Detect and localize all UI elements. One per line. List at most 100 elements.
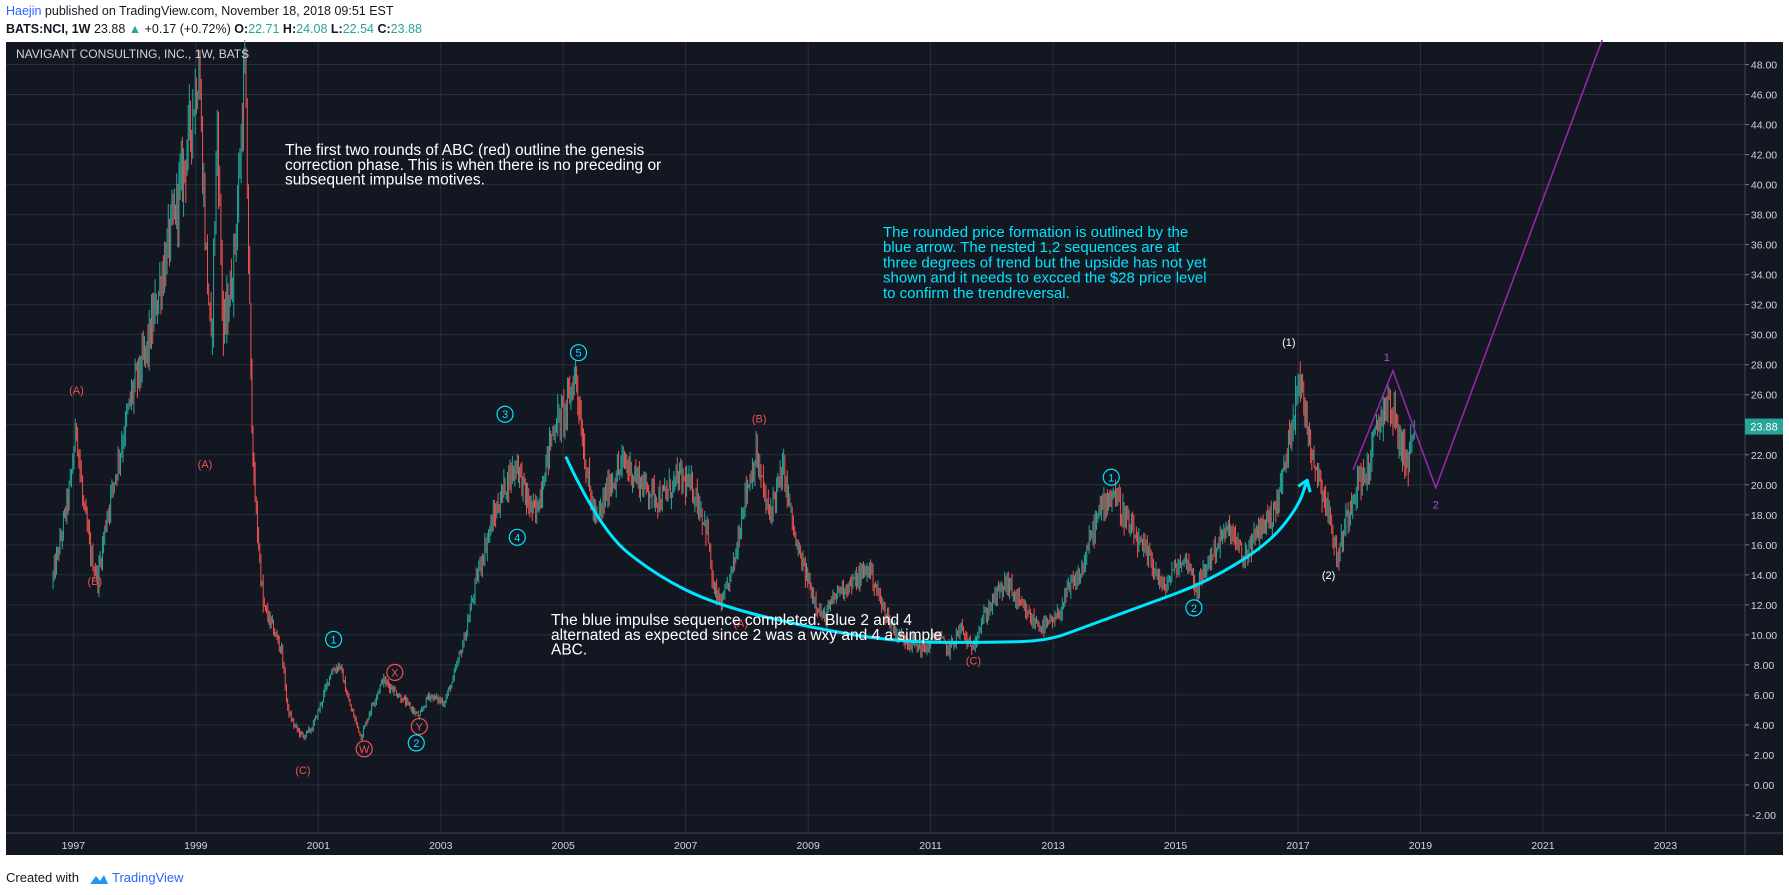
wave-label-circle bbox=[324, 630, 343, 648]
x-tick-label: 2021 bbox=[1531, 840, 1555, 852]
x-tick-label: 2017 bbox=[1286, 840, 1310, 852]
y-tick-label: 16.00 bbox=[1751, 540, 1777, 552]
wave-labels: (A) (B) (A) (C) 1 W X Y 2 3 4 5 (B) (A) (C) 1 2 (1) (2) 1 2 bbox=[69, 337, 1439, 777]
wave-label: W bbox=[355, 740, 373, 758]
plot-background bbox=[6, 42, 1745, 833]
wave-label: (A) bbox=[733, 618, 748, 630]
wave-label: 2 bbox=[1433, 499, 1439, 511]
y-tick-label: 6.00 bbox=[1754, 690, 1775, 702]
wave-label: (2) bbox=[1322, 570, 1335, 582]
wave-label-circle bbox=[508, 528, 526, 546]
annotation-line: The blue impulse sequence completed. Blu… bbox=[551, 612, 912, 629]
up-arrow-icon: ▲ bbox=[128, 22, 142, 36]
wave-label-circle bbox=[410, 717, 428, 736]
y-tick-label: 28.00 bbox=[1751, 360, 1777, 372]
y-tick-label: 30.00 bbox=[1751, 330, 1777, 342]
y-tick-label: 22.00 bbox=[1751, 450, 1777, 462]
annotation-line: alternated as expected since 2 was a wxy… bbox=[551, 627, 942, 644]
footer: Created with TradingView bbox=[6, 866, 184, 890]
y-tick-label: 10.00 bbox=[1751, 630, 1777, 642]
wave-label-circle bbox=[407, 734, 425, 752]
wave-label: (A) bbox=[69, 385, 84, 397]
y-tick-label: 38.00 bbox=[1751, 210, 1777, 222]
wave-label-text: 1 bbox=[1384, 352, 1390, 364]
y-tick-label: 48.00 bbox=[1751, 60, 1777, 72]
wave-label-text: 3 bbox=[502, 409, 508, 421]
author-link[interactable]: Haejin bbox=[6, 4, 42, 18]
high-value: 24.08 bbox=[296, 22, 328, 36]
x-tick-label: 2001 bbox=[307, 840, 331, 852]
x-tick-label: 1997 bbox=[62, 840, 86, 852]
wave-label: 1 bbox=[1102, 468, 1120, 486]
wave-label-text: 2 bbox=[1433, 499, 1439, 511]
wave-label: 3 bbox=[496, 405, 514, 423]
y-tick-label: 26.00 bbox=[1751, 390, 1777, 402]
x-tick-label: 2007 bbox=[674, 840, 698, 852]
y-tick-label: 4.00 bbox=[1754, 720, 1775, 732]
y-tick-label: 20.00 bbox=[1751, 480, 1777, 492]
wave-label: X bbox=[386, 663, 404, 681]
wave-label-text: 1 bbox=[331, 634, 337, 646]
published-text: published on TradingView.com, November 1… bbox=[44, 4, 394, 18]
wave-label: (C) bbox=[966, 655, 981, 667]
wave-label: (1) bbox=[1282, 337, 1295, 349]
wave-label: (C) bbox=[295, 765, 310, 777]
x-tick-label: 2005 bbox=[552, 840, 576, 852]
created-with-text: Created with bbox=[6, 870, 79, 885]
y-tick-label: 42.00 bbox=[1751, 150, 1777, 162]
annotation-text: The first two rounds of ABC (red) outlin… bbox=[285, 142, 661, 189]
annotation-line: The first two rounds of ABC (red) outlin… bbox=[285, 142, 645, 159]
wave-label-text: X bbox=[391, 667, 399, 679]
y-tick-label: 40.00 bbox=[1751, 180, 1777, 192]
projection-line[interactable] bbox=[1352, 40, 1604, 490]
symbol-info-line: BATS:NCI, 1W 23.88 ▲ +0.17 (+0.72%) O:22… bbox=[6, 20, 1786, 38]
candles bbox=[52, 40, 1415, 742]
wave-label: Y bbox=[410, 717, 428, 736]
y-tick-label: 36.00 bbox=[1751, 240, 1777, 252]
tradingview-link[interactable]: TradingView bbox=[112, 870, 184, 885]
price-change: +0.17 (+0.72%) bbox=[144, 22, 231, 36]
wave-label-circle bbox=[355, 740, 373, 758]
annotation-line: ABC. bbox=[551, 642, 587, 659]
wave-label-circle bbox=[496, 405, 514, 423]
wave-label-text: Y bbox=[416, 721, 424, 733]
wave-label: (B) bbox=[87, 576, 102, 588]
wave-label: (A) bbox=[198, 459, 213, 471]
x-tick-label: 2011 bbox=[919, 840, 942, 852]
grid bbox=[6, 42, 1745, 833]
wave-label: 5 bbox=[569, 344, 588, 362]
wave-label-text: (A) bbox=[733, 618, 748, 630]
rounded-formation-arrow[interactable] bbox=[564, 456, 1309, 644]
y-tick-label: 18.00 bbox=[1751, 510, 1777, 522]
x-tick-label: 2015 bbox=[1164, 840, 1188, 852]
time-axis-background[interactable] bbox=[6, 833, 1783, 855]
chart-title: NAVIGANT CONSULTING, INC., 1W, BATS bbox=[16, 47, 249, 61]
open-value: 22.71 bbox=[248, 22, 280, 36]
y-tick-label: 46.00 bbox=[1751, 90, 1777, 102]
x-tick-label: 2009 bbox=[796, 840, 820, 852]
annotations[interactable]: The first two rounds of ABC (red) outlin… bbox=[285, 142, 1207, 659]
wave-label-text: W bbox=[359, 744, 370, 756]
price-axis-background[interactable] bbox=[1745, 42, 1783, 833]
price-chart[interactable]: 48.0046.0044.0042.0040.0038.0036.0034.00… bbox=[0, 40, 1789, 865]
x-axis-ticks: 1997 1999 2001 2003 2005 2007 2009 2011 2013 2015… bbox=[62, 840, 1678, 852]
y-tick-label: 12.00 bbox=[1751, 600, 1777, 612]
y-axis-ticks: 48.00 46.00 44.00 42.00 40.00 38.00 36.00 34.00… bbox=[1745, 60, 1777, 822]
annotation-line: three degrees of trend but the upside ha… bbox=[883, 254, 1207, 271]
wave-label-text: (1) bbox=[1282, 337, 1295, 349]
price-badge: 23.88 bbox=[1745, 418, 1783, 435]
wave-label: 1 bbox=[324, 630, 343, 648]
x-tick-label: 2019 bbox=[1409, 840, 1433, 852]
y-tick-label: 32.00 bbox=[1751, 300, 1777, 312]
wave-label-text: (C) bbox=[295, 765, 310, 777]
wave-label: (B) bbox=[752, 414, 767, 426]
tradingview-logo-icon bbox=[89, 874, 108, 884]
annotation-line: blue arrow. The nested 1,2 sequences are… bbox=[883, 239, 1180, 256]
wave-label: 1 bbox=[1384, 352, 1390, 364]
wave-label-text: (B) bbox=[752, 414, 767, 426]
wave-label-text: 5 bbox=[575, 348, 581, 360]
annotation-line: to confirm the trendreversal. bbox=[883, 285, 1070, 302]
wave-label-text: 4 bbox=[514, 532, 520, 544]
x-tick-label: 2013 bbox=[1041, 840, 1065, 852]
annotation-text: The rounded price formation is outlined … bbox=[883, 224, 1207, 302]
